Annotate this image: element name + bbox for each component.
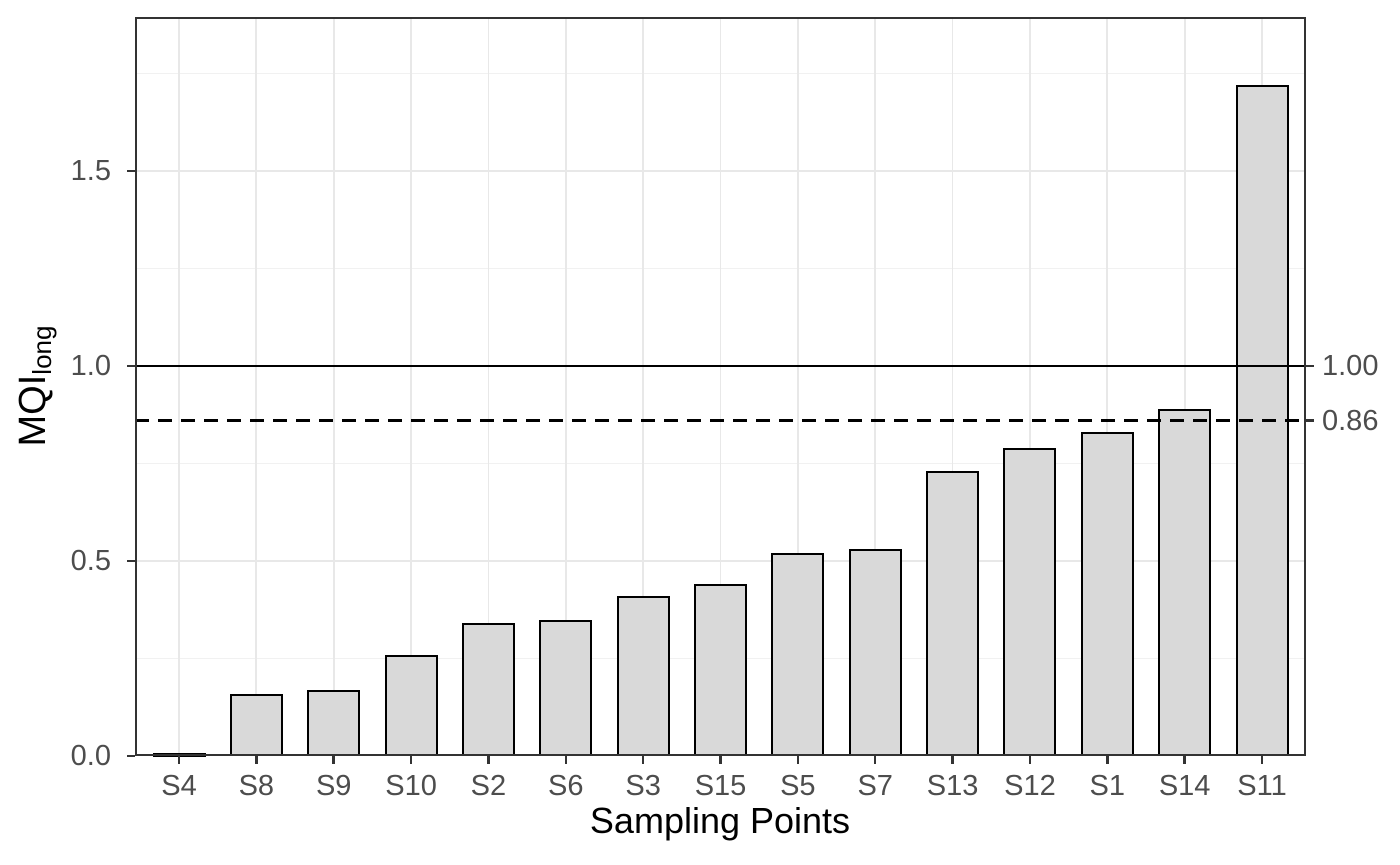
x-axis-title: Sampling Points bbox=[589, 800, 851, 841]
bar bbox=[926, 471, 980, 756]
reference-line-dashed bbox=[135, 419, 1306, 422]
bar bbox=[307, 689, 361, 756]
x-tick bbox=[564, 756, 568, 764]
x-tick-label: S7 bbox=[857, 770, 893, 802]
bar bbox=[1080, 432, 1134, 756]
x-tick-label: S5 bbox=[780, 770, 816, 802]
x-tick-label: S8 bbox=[238, 770, 275, 802]
plot-panel bbox=[135, 17, 1306, 757]
x-tick bbox=[951, 756, 954, 764]
v-gridline bbox=[255, 17, 258, 756]
x-tick-label: S3 bbox=[625, 770, 661, 802]
v-gridline bbox=[332, 17, 335, 756]
v-gridline bbox=[796, 17, 799, 756]
x-tick bbox=[873, 756, 877, 764]
bar bbox=[461, 623, 515, 756]
y-tick-label: 0.0 bbox=[70, 740, 111, 772]
v-gridline bbox=[487, 17, 490, 756]
bar bbox=[229, 693, 283, 756]
y-tick-label: 1.5 bbox=[70, 155, 111, 188]
x-tick-label: S12 bbox=[1004, 770, 1056, 802]
x-tick bbox=[332, 756, 335, 764]
y-axis-title-main: MQI bbox=[11, 374, 54, 447]
x-tick-label: S6 bbox=[548, 770, 584, 802]
x-tick-label: S15 bbox=[694, 770, 747, 802]
x-tick-label: S9 bbox=[315, 770, 352, 802]
bar bbox=[1003, 447, 1057, 756]
v-gridline bbox=[719, 17, 722, 756]
x-tick-label: S10 bbox=[385, 770, 437, 802]
right-tick bbox=[1306, 419, 1314, 422]
x-tick-label: S14 bbox=[1158, 770, 1211, 802]
y-tick bbox=[127, 559, 135, 563]
bar bbox=[1158, 408, 1212, 756]
y-tick-label: 0.5 bbox=[70, 545, 111, 577]
x-tick bbox=[796, 756, 800, 764]
x-tick-label: S4 bbox=[161, 770, 197, 802]
x-tick bbox=[1183, 756, 1186, 764]
right-tick bbox=[1306, 364, 1314, 368]
reference-line-label: 1.00 bbox=[1322, 350, 1379, 383]
y-tick bbox=[127, 754, 135, 758]
bar bbox=[771, 553, 825, 756]
x-tick bbox=[1260, 756, 1264, 764]
x-tick bbox=[1106, 756, 1109, 764]
y-tick bbox=[127, 169, 135, 173]
x-tick-label: S2 bbox=[470, 770, 507, 802]
reference-line-label: 0.86 bbox=[1322, 404, 1379, 437]
v-gridline bbox=[1183, 17, 1186, 756]
v-gridline bbox=[1106, 17, 1109, 756]
x-tick-label: S13 bbox=[926, 770, 979, 802]
x-tick bbox=[1028, 756, 1032, 764]
bar bbox=[616, 596, 670, 756]
v-gridline bbox=[178, 17, 180, 756]
x-tick bbox=[487, 756, 490, 764]
reference-line-solid bbox=[135, 364, 1306, 368]
x-tick bbox=[641, 756, 645, 764]
v-gridline bbox=[642, 17, 645, 756]
v-gridline bbox=[1029, 17, 1031, 756]
x-tick-label: S1 bbox=[1089, 770, 1126, 802]
v-gridline bbox=[564, 17, 567, 756]
y-tick bbox=[127, 364, 135, 368]
bar bbox=[694, 584, 747, 756]
bar bbox=[384, 654, 438, 756]
x-tick bbox=[177, 756, 181, 764]
bar bbox=[848, 549, 902, 756]
bar bbox=[539, 619, 593, 756]
x-tick bbox=[719, 756, 722, 764]
y-axis-title: MQI long bbox=[8, 236, 58, 536]
x-tick bbox=[255, 756, 258, 764]
v-gridline bbox=[874, 17, 877, 756]
v-gridline bbox=[410, 17, 412, 756]
x-tick-label: S11 bbox=[1237, 770, 1287, 802]
y-tick-label: 1.0 bbox=[70, 350, 111, 383]
v-gridline bbox=[951, 17, 954, 756]
x-tick bbox=[409, 756, 413, 764]
